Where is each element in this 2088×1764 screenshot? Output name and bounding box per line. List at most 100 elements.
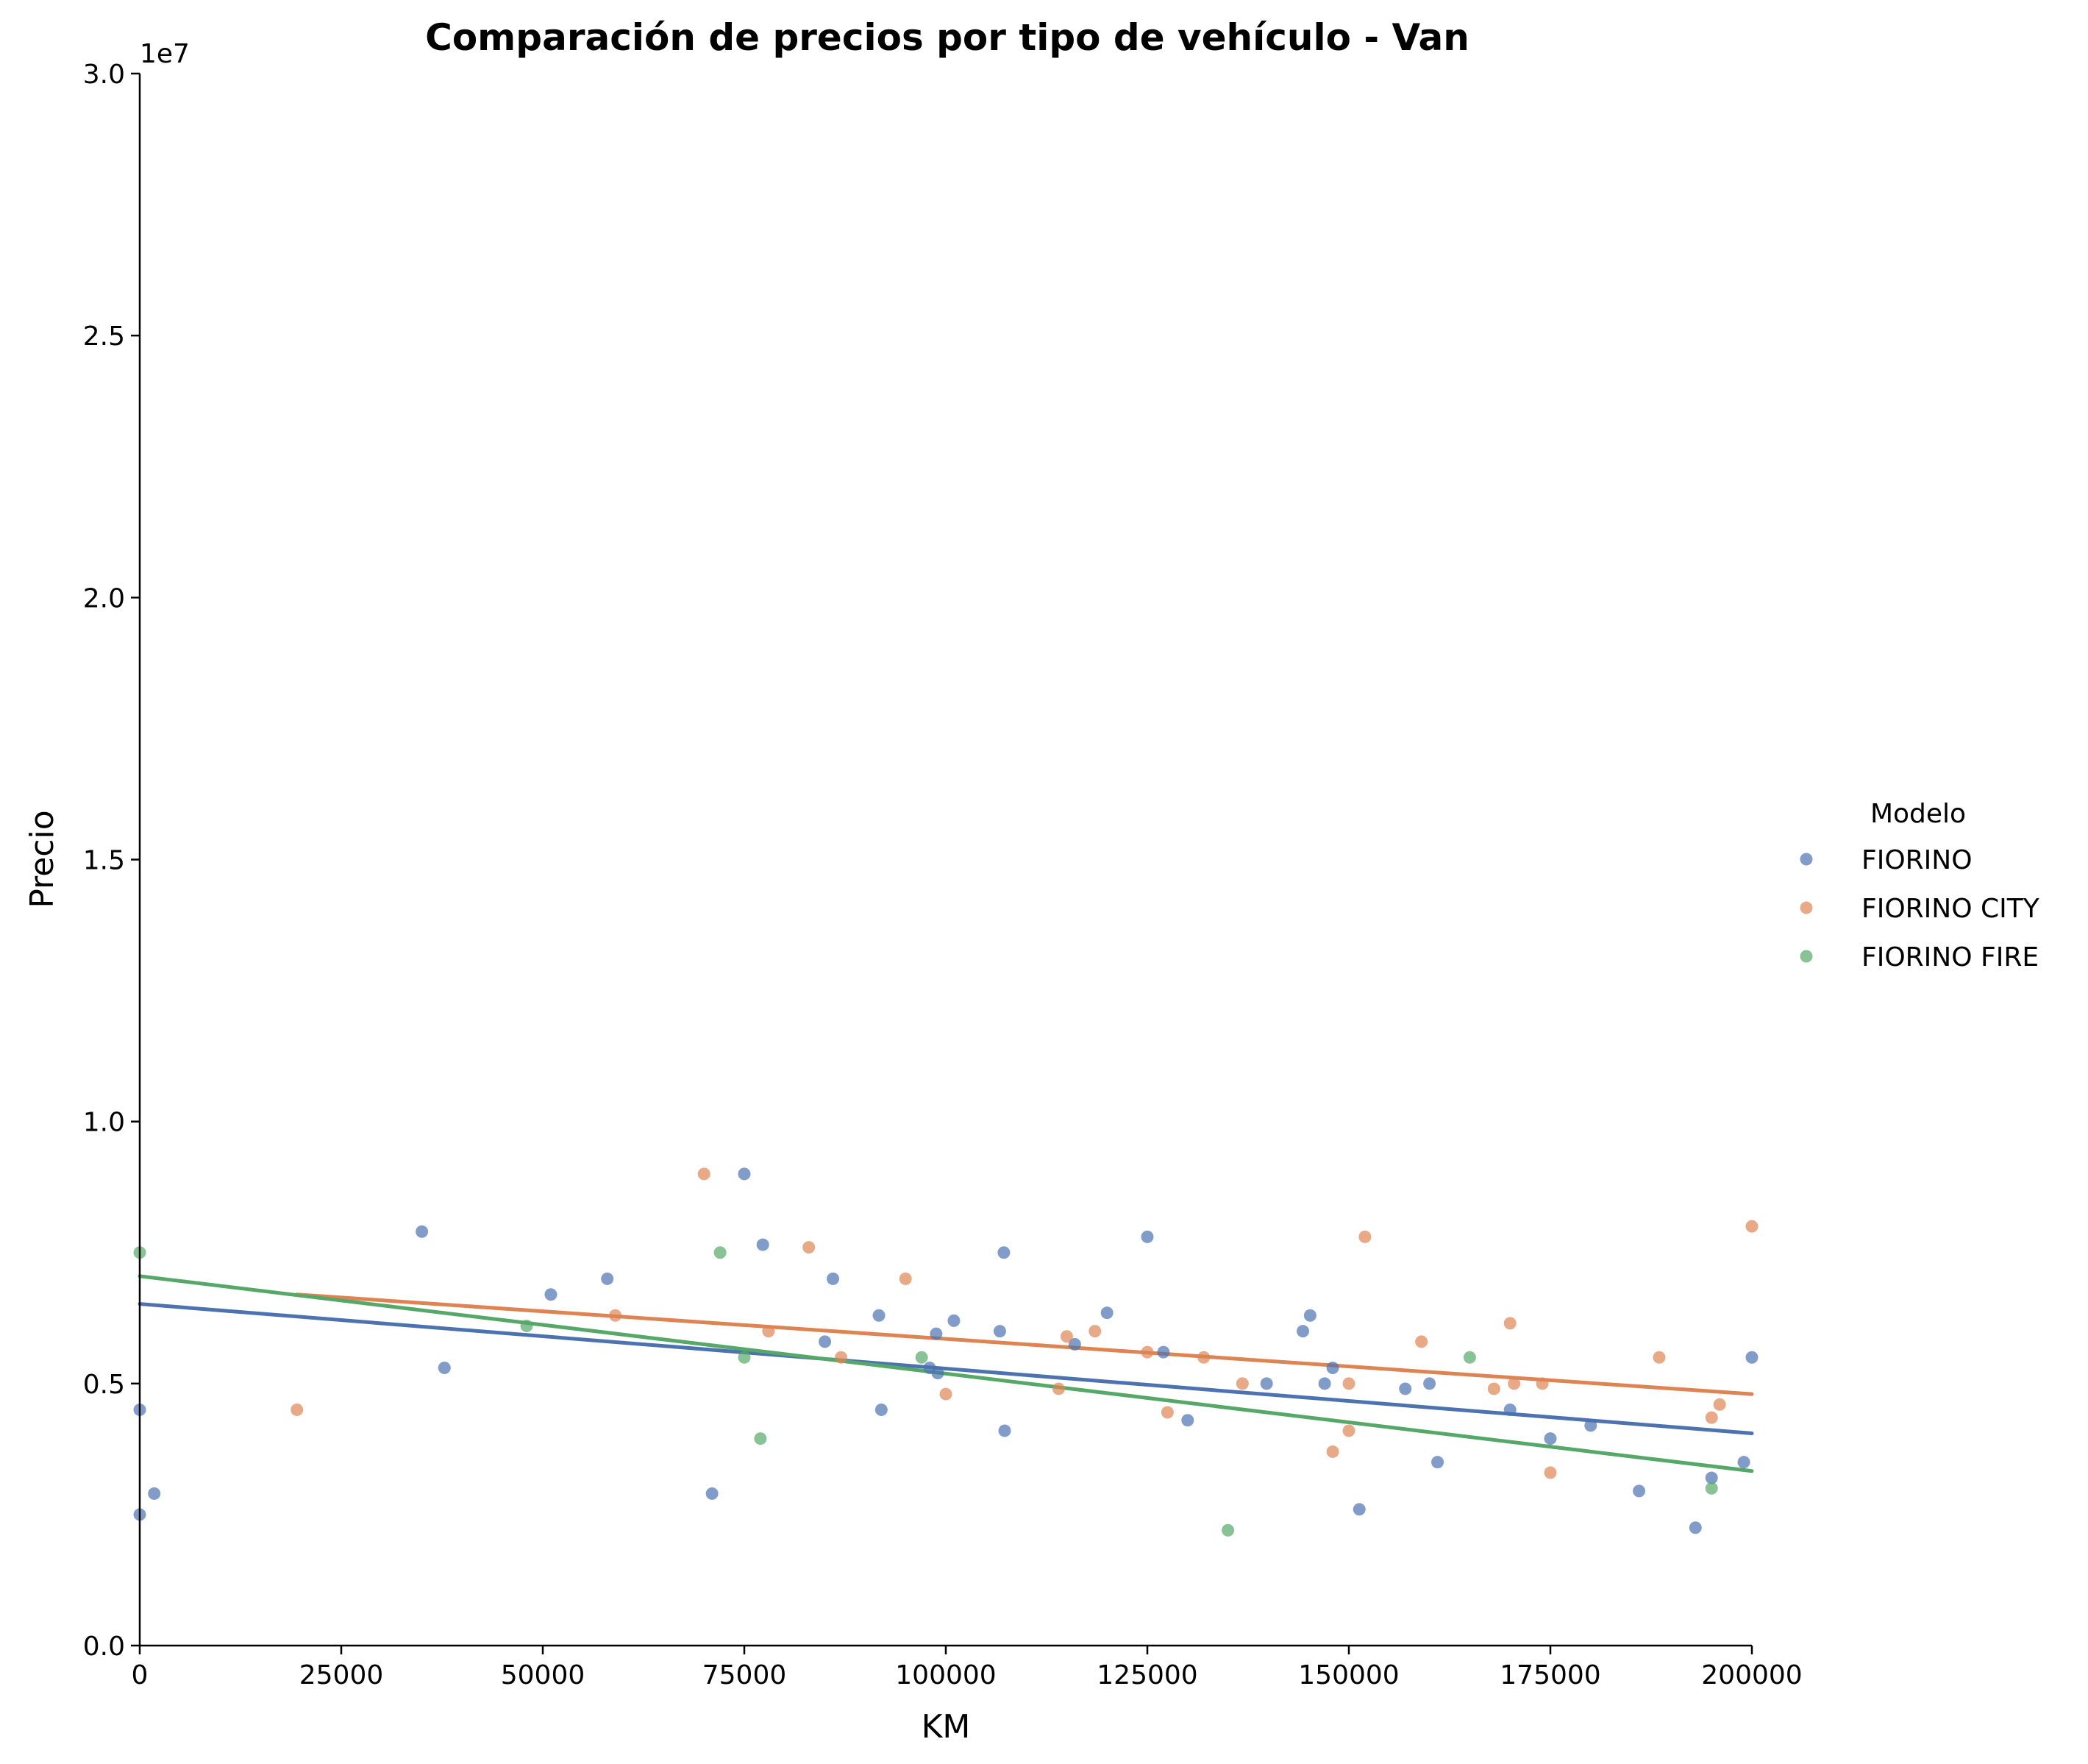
fiorino-point: [1745, 1351, 1759, 1364]
fiorino-city-point: [1342, 1424, 1355, 1437]
fiorino-city-point: [1161, 1406, 1174, 1419]
fiorino-point: [1584, 1419, 1597, 1432]
fiorino-point: [1544, 1432, 1557, 1445]
fiorino-city-point: [1052, 1382, 1065, 1395]
fiorino-city-point: [1653, 1351, 1666, 1364]
fiorino-city-point: [1415, 1335, 1428, 1348]
fiorino-point: [930, 1327, 943, 1340]
fiorino-point: [1068, 1337, 1081, 1351]
fiorino-city-point: [1060, 1330, 1073, 1343]
x-tick-label: 100000: [895, 1660, 996, 1690]
fiorino-point: [1353, 1503, 1366, 1516]
fiorino-fire-point: [713, 1246, 727, 1259]
fiorino-fire-point: [754, 1432, 767, 1445]
fiorino-point: [705, 1487, 719, 1500]
fiorino-point: [438, 1361, 451, 1374]
fiorino-fire-point: [738, 1351, 751, 1364]
fiorino-point: [1260, 1377, 1273, 1390]
fiorino-point: [993, 1325, 1006, 1338]
fiorino-city-point: [1487, 1382, 1500, 1395]
fiorino-point: [1423, 1377, 1436, 1390]
fiorino-point: [947, 1314, 961, 1327]
fiorino-legend-marker: [1800, 853, 1813, 866]
fiorino-point: [1181, 1414, 1194, 1427]
fiorino-point: [997, 1246, 1011, 1259]
fiorino-city-point: [291, 1403, 304, 1416]
fiorino-city-point: [1544, 1466, 1557, 1479]
fiorino-point: [1303, 1309, 1316, 1322]
fiorino-point: [998, 1424, 1011, 1437]
fiorino-city-point: [762, 1325, 775, 1338]
fiorino-point: [1141, 1230, 1154, 1243]
fiorino-point: [819, 1335, 832, 1348]
fiorino-city-legend-marker: [1800, 901, 1813, 914]
x-tick-label: 0: [132, 1660, 149, 1690]
x-tick-label: 175000: [1500, 1660, 1600, 1690]
legend-title: Modelo: [1870, 799, 1966, 829]
fiorino-fire-point: [1463, 1351, 1476, 1364]
fiorino-city-point: [1236, 1377, 1249, 1390]
fiorino-fire-legend-label: FIORINO FIRE: [1861, 942, 2039, 972]
y-tick-label: 3.0: [83, 60, 125, 90]
fiorino-point: [1705, 1471, 1718, 1484]
fiorino-city-point: [835, 1351, 848, 1364]
fiorino-point: [1326, 1361, 1339, 1374]
y-axis-label: Precio: [24, 810, 61, 908]
fiorino-city-point: [697, 1167, 710, 1181]
y-tick-label: 1.5: [83, 846, 125, 876]
fiorino-fire-point: [1222, 1523, 1235, 1537]
fiorino-point: [1318, 1377, 1331, 1390]
legend: Modelo FIORINO FIORINO CITY FIORINO FIRE: [1800, 799, 2040, 972]
fiorino-city-point: [1342, 1377, 1355, 1390]
fiorino-city-point: [1358, 1230, 1372, 1243]
fiorino-city-trend-line: [295, 1292, 1754, 1396]
fiorino-point: [1399, 1382, 1412, 1395]
trend-lines: [138, 1274, 1754, 1473]
fiorino-point: [872, 1309, 886, 1322]
x-axis-label: KM: [922, 1708, 971, 1746]
fiorino-city-point: [1088, 1325, 1102, 1338]
fiorino-city-point: [1141, 1345, 1154, 1359]
x-tick-label: 150000: [1298, 1660, 1399, 1690]
fiorino-city-point: [1503, 1317, 1517, 1330]
y-tick-label: 2.5: [83, 321, 125, 352]
fiorino-city-point: [1197, 1351, 1211, 1364]
x-tick-label: 25000: [299, 1660, 384, 1690]
fiorino-city-point: [1326, 1445, 1339, 1458]
fiorino-point: [544, 1288, 557, 1301]
fiorino-city-point: [802, 1241, 816, 1254]
fiorino-point: [601, 1272, 614, 1285]
fiorino-point: [756, 1238, 769, 1251]
fiorino-point: [1297, 1325, 1310, 1338]
fiorino-point: [827, 1272, 840, 1285]
fiorino-fire-point: [915, 1351, 928, 1364]
fiorino-point: [1157, 1345, 1170, 1359]
fiorino-point: [1100, 1306, 1114, 1320]
fiorino-point: [148, 1487, 161, 1500]
fiorino-point: [1689, 1521, 1702, 1534]
fiorino-point: [874, 1403, 888, 1416]
y-offset-label: 1e7: [140, 39, 190, 69]
fiorino-city-point: [899, 1272, 912, 1285]
y-tick-label: 2.0: [83, 583, 125, 614]
y-tick-label: 1.0: [83, 1108, 125, 1138]
x-tick-label: 50000: [501, 1660, 585, 1690]
x-tick-label: 200000: [1701, 1660, 1802, 1690]
fiorino-city-point: [1713, 1398, 1726, 1411]
fiorino-point: [931, 1367, 944, 1380]
fiorino-fire-point: [520, 1319, 533, 1332]
fiorino-city-point: [1745, 1220, 1759, 1233]
fiorino-point: [1503, 1403, 1517, 1416]
fiorino-city-point: [1508, 1377, 1521, 1390]
fiorino-fire-point: [1705, 1482, 1718, 1495]
fiorino-city-point: [939, 1387, 952, 1401]
fiorino-legend-label: FIORINO: [1861, 845, 1973, 875]
fiorino-point: [1737, 1456, 1750, 1469]
x-tick-label: 125000: [1097, 1660, 1197, 1690]
fiorino-city-point: [1536, 1377, 1549, 1390]
fiorino-trend-line: [138, 1302, 1754, 1436]
fiorino-point: [416, 1225, 429, 1238]
x-axis-ticks: 0 25000 50000 75000 100000 125000 150000 175000…: [132, 1646, 1803, 1690]
